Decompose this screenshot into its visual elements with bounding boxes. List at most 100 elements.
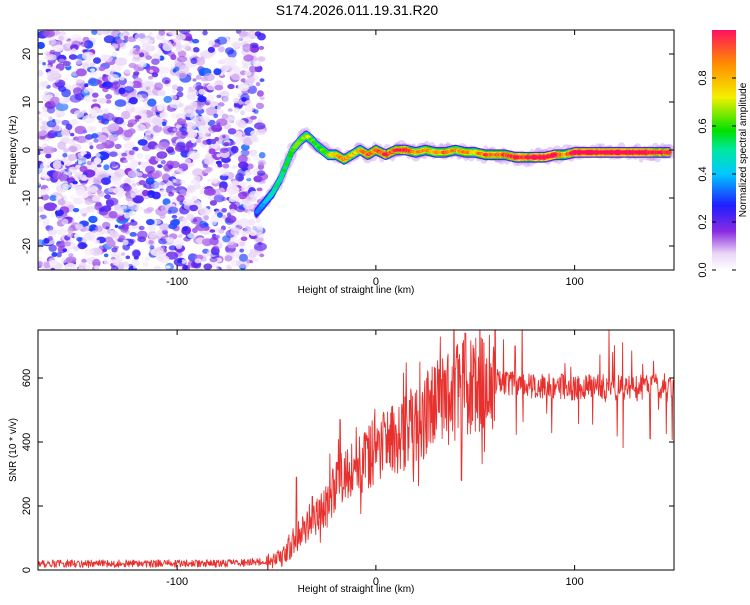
spectrogram-noise-blob — [250, 31, 255, 35]
spectrogram-noise-blob — [206, 83, 216, 91]
spectrogram-noise-blob — [136, 230, 148, 240]
spectrogram-noise-blob — [249, 42, 259, 49]
spectrogram-noise-blob — [58, 96, 70, 105]
spectrogram-noise-blob — [125, 140, 135, 148]
spectrogram-noise-blob — [235, 206, 245, 213]
spectrogram-noise-blob — [152, 117, 162, 125]
spectrogram-noise-blob — [192, 168, 204, 177]
spectrogram-noise-blob — [174, 145, 185, 153]
spectrogram-noise-blob — [222, 96, 230, 103]
spectrogram-noise — [38, 30, 269, 270]
spectrogram-noise-blob — [135, 118, 140, 122]
spectrogram-noise-blob — [61, 88, 71, 98]
spectrogram-noise-blob — [181, 259, 187, 264]
colorbar-tick-label: 0.6 — [697, 118, 709, 133]
spectrogram-noise-blob — [114, 117, 124, 125]
spectrogram-noise-blob — [127, 80, 134, 88]
spectrogram-noise-blob — [113, 245, 119, 250]
spectrogram-x-tick-label: -100 — [166, 276, 188, 288]
spectrogram-noise-blob — [165, 265, 171, 269]
spectrogram-noise-blob — [207, 178, 213, 182]
spectrogram-noise-blob — [182, 43, 190, 51]
spectrogram-noise-blob — [127, 170, 140, 178]
spectrogram-noise-blob — [123, 129, 134, 138]
spectrogram-noise-blob — [65, 256, 77, 263]
spectrogram-noise-blob — [227, 128, 237, 135]
spectrogram-noise-blob — [66, 232, 73, 238]
spectrogram-noise-blob — [189, 48, 194, 52]
spectrogram-noise-blob — [194, 258, 202, 264]
spectrogram-noise-blob — [153, 265, 161, 270]
spectrogram-noise-blob — [70, 242, 76, 247]
snr-panel: -100 0 100 0 200 400 600 Height of straight li… — [8, 329, 675, 595]
spectrogram-noise-blob — [221, 214, 227, 219]
spectrogram-y-tick-label: 10 — [21, 96, 33, 108]
spectrogram-noise-blob — [246, 158, 252, 163]
spectrogram-noise-blob — [179, 180, 186, 185]
spectrogram-noise-blob — [148, 32, 153, 36]
spectrogram-noise-blob — [50, 213, 56, 218]
spectrogram-noise-blob — [38, 70, 44, 77]
spectrogram-noise-blob — [157, 66, 170, 75]
spectrogram-noise-blob — [257, 170, 266, 177]
snr-y-tick-label: 200 — [21, 497, 33, 515]
spectrogram-noise-blob — [77, 242, 87, 250]
spectrogram-noise-blob — [208, 148, 216, 155]
spectrogram-y-axis-title: Frequency (Hz) — [8, 116, 19, 185]
spectrogram-noise-blob — [210, 177, 219, 184]
spectrogram-noise-blob — [142, 116, 150, 123]
spectrogram-noise-blob — [248, 251, 257, 259]
spectrogram-noise-blob — [217, 105, 222, 110]
spectrogram-noise-blob — [74, 173, 82, 181]
spectrogram-noise-blob — [203, 263, 213, 270]
spectrogram-noise-blob — [96, 189, 102, 195]
spectrogram-noise-blob — [101, 118, 110, 125]
spectrogram-noise-blob — [229, 208, 236, 215]
spectrogram-noise-blob — [44, 51, 50, 56]
spectrogram-noise-blob — [114, 57, 128, 66]
spectrogram-noise-blob — [230, 227, 241, 236]
spectrogram-noise-blob — [190, 57, 198, 65]
spectrogram-noise-blob — [185, 141, 194, 148]
spectrogram-noise-blob — [212, 245, 220, 252]
spectrogram-noise-blob — [203, 73, 215, 82]
spectrogram-noise-blob — [220, 64, 229, 72]
spectrogram-noise-blob — [74, 58, 83, 65]
spectrogram-noise-blob — [239, 241, 246, 247]
spectrogram-noise-blob — [244, 99, 252, 106]
spectrogram-noise-blob — [73, 246, 80, 252]
spectrogram-noise-blob — [231, 165, 238, 169]
spectrogram-noise-blob — [251, 196, 256, 201]
spectrogram-noise-blob — [89, 62, 96, 67]
spectrogram-noise-blob — [147, 190, 156, 199]
spectrogram-noise-blob — [161, 121, 167, 127]
spectrogram-noise-blob — [213, 194, 225, 203]
spectrogram-noise-blob — [110, 64, 122, 73]
spectrogram-noise-blob — [44, 114, 50, 118]
spectrogram-noise-blob — [171, 214, 178, 219]
spectrogram-noise-blob — [45, 153, 52, 159]
spectrogram-noise-blob — [49, 260, 57, 267]
spectrogram-noise-blob — [110, 251, 121, 259]
spectrogram-noise-blob — [121, 152, 128, 157]
spectrogram-noise-blob — [177, 50, 187, 58]
spectrogram-noise-blob — [243, 227, 253, 235]
spectrogram-noise-blob — [89, 145, 94, 150]
spectrogram-noise-blob — [102, 248, 108, 253]
spectrogram-noise-blob — [136, 152, 144, 159]
spectrogram-noise-blob — [61, 218, 69, 226]
spectrogram-noise-blob — [146, 66, 160, 75]
spectrogram-noise-blob — [128, 210, 136, 216]
spectrogram-noise-blob — [191, 138, 197, 144]
spectrogram-noise-blob — [249, 151, 257, 157]
spectrogram-noise-blob — [68, 145, 78, 153]
spectrogram-noise-blob — [189, 204, 199, 212]
spectrogram-noise-blob — [123, 86, 135, 93]
spectrogram-noise-blob — [176, 117, 187, 125]
spectrogram-noise-blob — [187, 40, 193, 45]
spectrogram-y-tick-label: -10 — [21, 190, 33, 206]
spectrogram-noise-blob — [141, 42, 151, 51]
spectrogram-noise-blob — [209, 200, 217, 206]
